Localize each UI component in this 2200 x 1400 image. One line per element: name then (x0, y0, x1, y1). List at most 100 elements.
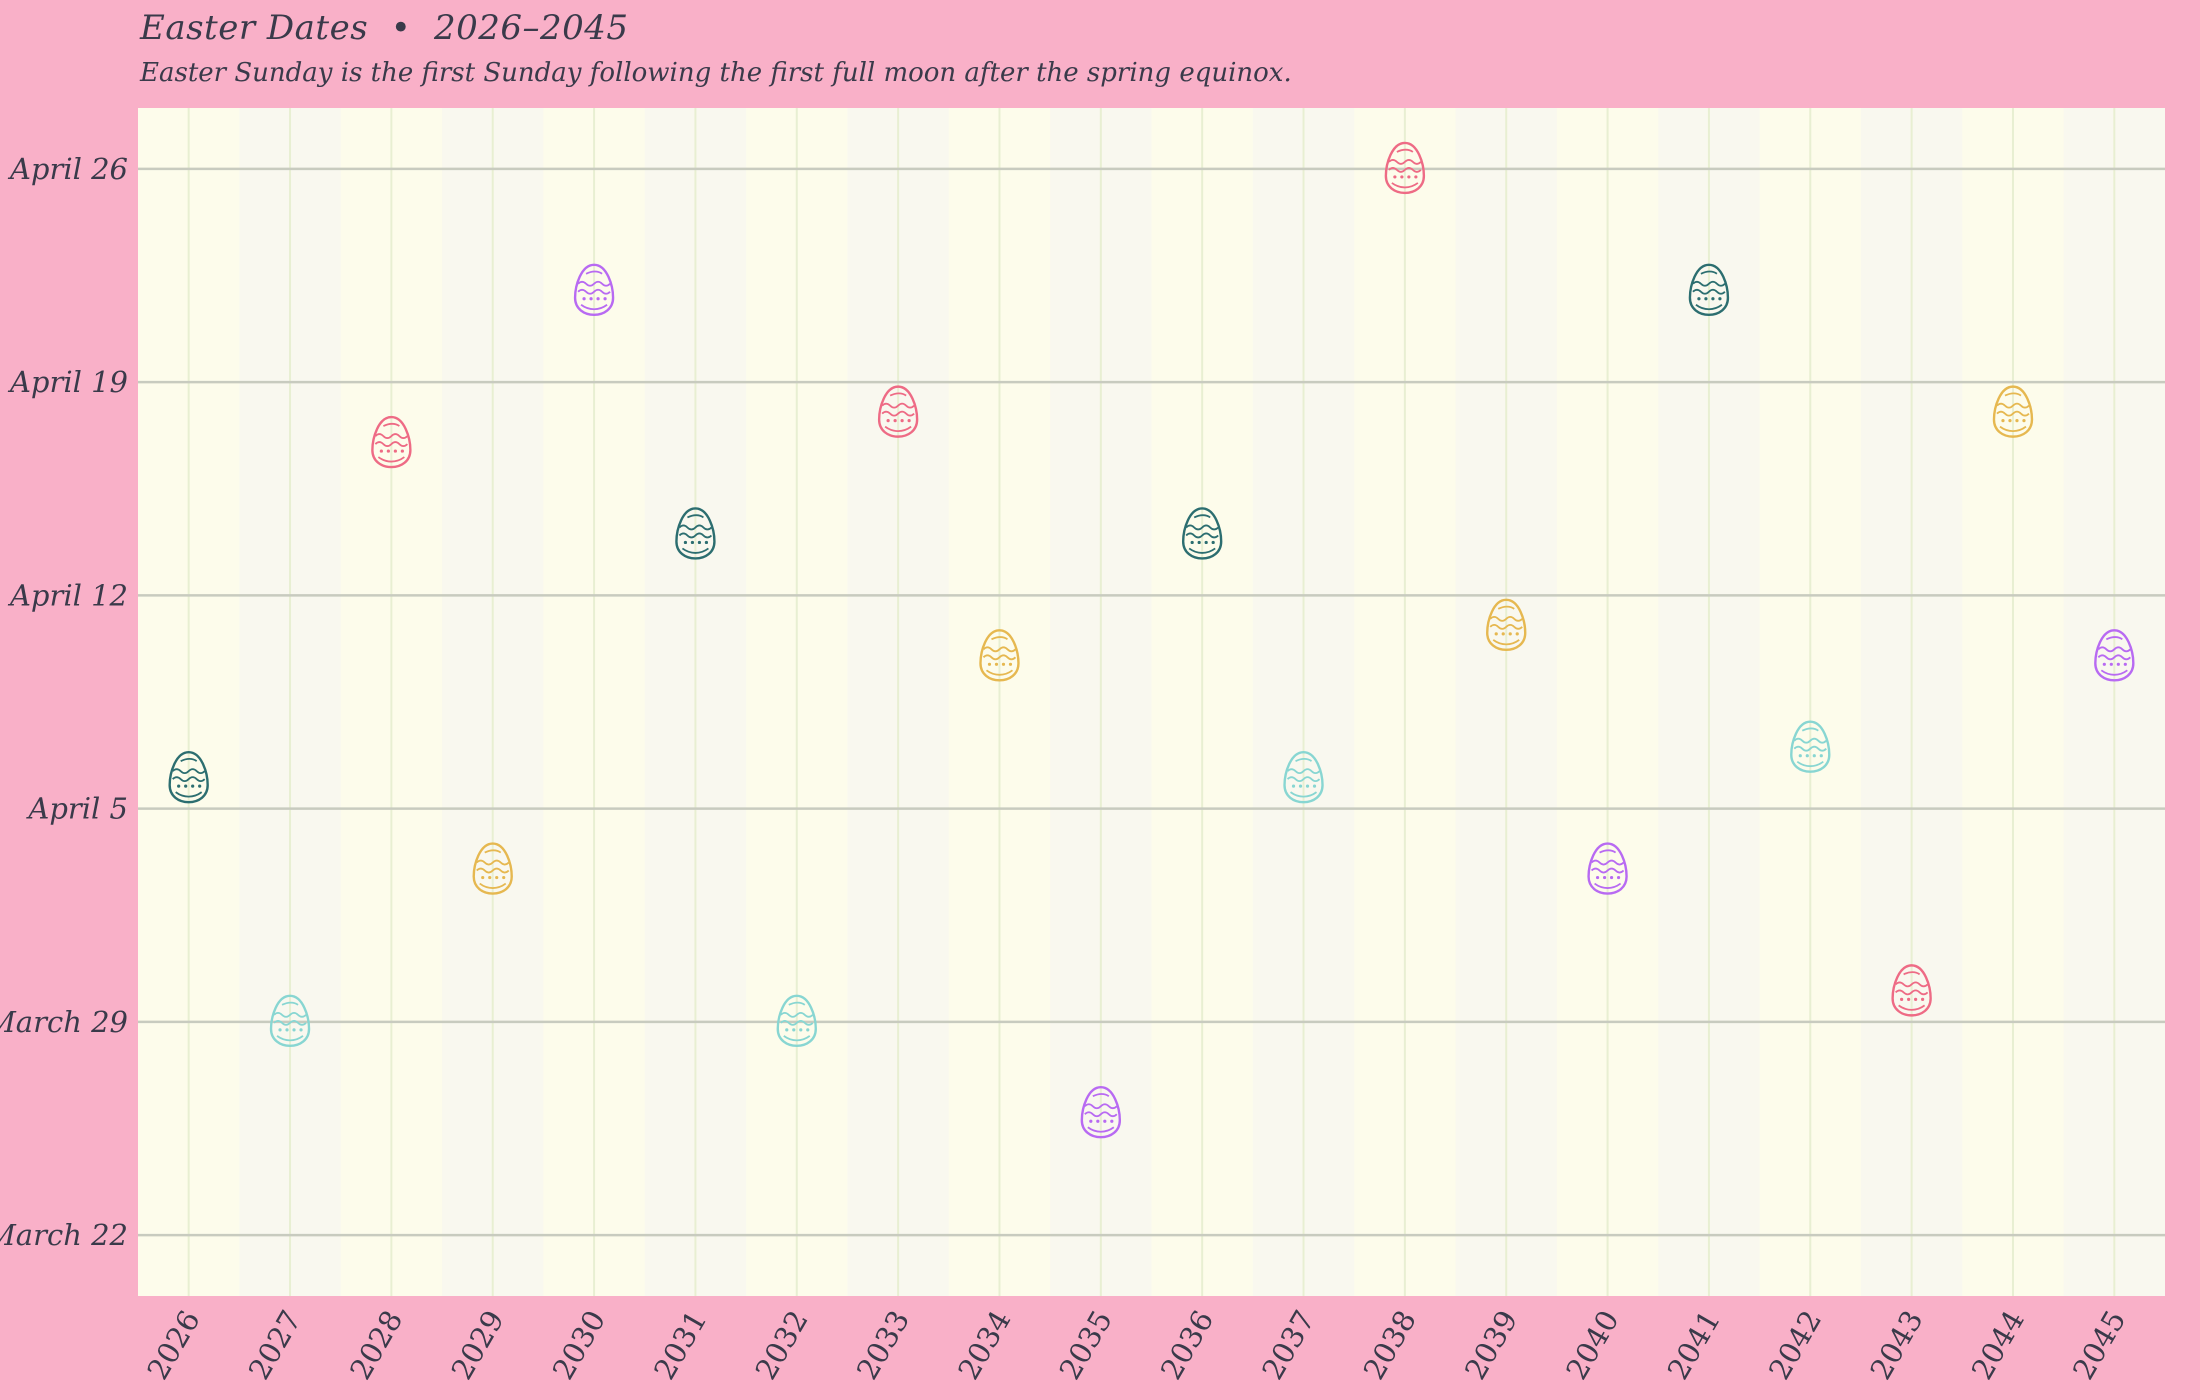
egg-outline (472, 842, 513, 895)
egg-outline (1891, 964, 1932, 1017)
egg-outline (776, 994, 817, 1048)
egg-dot (299, 1028, 303, 1032)
egg-dot (1001, 662, 1006, 666)
egg-top-stripe (1599, 849, 1617, 854)
egg-bottom-stripe (1087, 1126, 1115, 1133)
egg-bottom-stripe (1898, 1004, 1926, 1011)
title-separator: • (379, 8, 434, 48)
egg-wave (476, 859, 510, 866)
y-tick-label: April 5 (25, 792, 128, 826)
egg-wave (881, 402, 915, 409)
egg-marker (979, 629, 1020, 682)
chart-title-main: Easter Dates (140, 8, 369, 48)
y-tick-label: March 29 (0, 1005, 128, 1039)
egg-wave (1185, 524, 1219, 531)
chart-title: Easter Dates • 2026–2045 (140, 8, 629, 48)
chart-subtitle: Easter Sunday is the first Sunday follow… (140, 58, 1292, 88)
chart-title-range: 2026–2045 (433, 8, 629, 48)
egg-dot (481, 875, 485, 880)
egg-bottom-stripe (884, 425, 912, 433)
egg-dot (2008, 419, 2012, 423)
egg-top-stripe (484, 849, 502, 854)
egg-wave (2097, 646, 2131, 653)
egg-wave (1489, 623, 1523, 630)
egg-bottom-stripe (681, 547, 709, 554)
egg-bottom-stripe (580, 304, 608, 311)
egg-marker (776, 994, 817, 1048)
egg-bottom-stripe (175, 791, 203, 798)
egg-dot (1312, 784, 1317, 788)
egg-dot (1819, 754, 1823, 758)
egg-dot (488, 875, 492, 880)
egg-dot (285, 1028, 289, 1032)
egg-top-stripe (1092, 1093, 1110, 1098)
egg-dot (1096, 1119, 1100, 1123)
egg-top-stripe (585, 270, 603, 275)
egg-dot (900, 419, 904, 423)
egg-dot (603, 297, 607, 301)
x-tick-label: 2036 (1154, 1305, 1220, 1386)
egg-wave (1996, 410, 2030, 417)
x-tick-label: 2041 (1661, 1305, 1727, 1386)
egg-bottom-stripe (1695, 304, 1723, 311)
egg-bottom-stripe (985, 669, 1014, 676)
egg-marker (269, 994, 311, 1048)
egg-top-stripe (1700, 270, 1718, 275)
egg-bottom-stripe (783, 1035, 811, 1042)
egg-marker (1688, 263, 1730, 316)
egg-wave (1185, 532, 1219, 539)
egg-dot (1508, 632, 1512, 636)
egg-outline (1587, 842, 1628, 895)
egg-wave (1084, 1111, 1118, 1118)
egg-top-stripe (889, 392, 907, 397)
egg-dot (1103, 1119, 1107, 1123)
egg-dot (1914, 997, 1918, 1001)
egg-dot (1400, 175, 1404, 179)
y-tick-label: April 12 (7, 578, 128, 612)
egg-outline (371, 415, 412, 469)
egg-bottom-stripe (479, 882, 507, 889)
egg-dot (393, 449, 397, 453)
egg-marker (573, 263, 615, 316)
egg-dot (596, 297, 600, 301)
egg-outline (269, 994, 311, 1048)
egg-marker (1992, 385, 2034, 438)
egg-dot (1718, 297, 1722, 301)
egg-dot (1900, 997, 1904, 1001)
egg-dot (2022, 419, 2026, 423)
egg-marker (1384, 141, 1426, 195)
x-tick-label: 2030 (546, 1305, 612, 1386)
egg-dot (1921, 997, 1925, 1001)
egg-dot (1305, 784, 1310, 788)
egg-marker (1080, 1086, 1122, 1139)
egg-wave (1894, 981, 1929, 988)
egg-wave (1590, 859, 1625, 866)
egg-dot (1190, 540, 1194, 545)
egg-wave (881, 410, 915, 417)
egg-dot (2116, 662, 2120, 666)
egg-marker (1790, 720, 1831, 773)
x-tick-label: 2038 (1357, 1305, 1423, 1386)
egg-dot (1204, 540, 1208, 545)
egg-bottom-stripe (276, 1035, 304, 1042)
egg-dot (792, 1028, 796, 1032)
egg-marker (877, 385, 919, 438)
egg-outline (1992, 385, 2034, 438)
egg-wave (1388, 159, 1422, 165)
egg-wave (476, 867, 510, 874)
egg-wave (1084, 1103, 1118, 1110)
x-tick-label: 2042 (1762, 1305, 1828, 1386)
egg-wave (780, 1011, 814, 1018)
egg-outline (1486, 598, 1527, 652)
egg-outline (2094, 629, 2135, 682)
egg-bottom-stripe (1999, 425, 2027, 433)
egg-dot (495, 875, 499, 880)
egg-wave (982, 646, 1017, 653)
x-tick-label: 2037 (1255, 1305, 1321, 1386)
x-tick-label: 2026 (140, 1305, 206, 1386)
egg-marker (1181, 507, 1223, 560)
egg-dot (799, 1028, 803, 1032)
egg-dot (1393, 175, 1397, 179)
egg-dot (683, 540, 688, 545)
